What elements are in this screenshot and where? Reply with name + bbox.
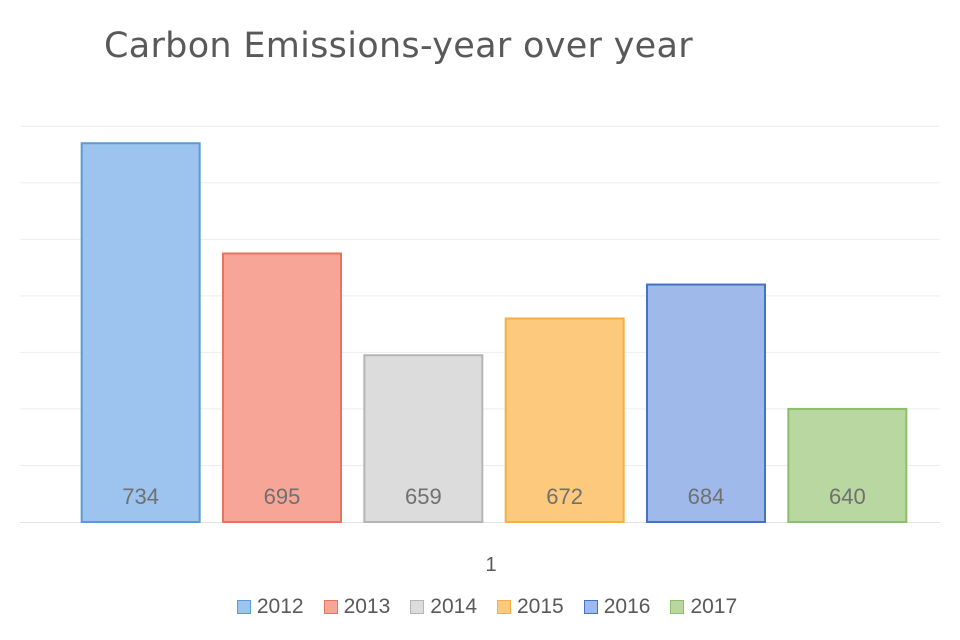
legend-item-2015: 2015 [497,595,564,619]
legend-label: 2012 [256,595,304,618]
legend-swatch [497,600,511,614]
bar-2017 [787,407,908,523]
legend-item-2013: 2013 [323,595,391,619]
x-tick-label: 1 [485,554,496,576]
legend-item-2016: 2016 [583,595,651,619]
legend: 2012 2013 2014 2015 2016 2017 [0,592,960,622]
legend-label: 2017 [690,595,738,618]
legend-item-2012: 2012 [236,595,304,619]
data-label-2013: 695 [264,484,301,509]
legend-item-2014: 2014 [410,595,477,619]
data-label-2014: 659 [405,484,442,509]
legend-label: 2016 [603,595,651,618]
data-label-2016: 684 [688,484,725,509]
legend-swatch [410,600,425,614]
legend-swatch [323,600,338,614]
legend-label: 2014 [430,595,477,618]
legend-item-2017: 2017 [670,595,737,619]
chart-title: Carbon Emissions-year over year [104,26,693,66]
bar-2012 [80,142,201,524]
legend-swatch [670,600,685,614]
data-label-2015: 672 [546,484,583,509]
data-label-2017: 640 [829,484,866,509]
bar-2016 [646,283,766,523]
bar-2013 [222,252,342,523]
legend-label: 2013 [343,595,391,618]
legend-swatch [583,600,598,614]
legend-label: 2015 [517,595,564,618]
data-label-2012: 734 [122,484,159,509]
bar-2014 [363,354,484,523]
legend-swatch [236,600,251,614]
bar-2015 [504,317,625,524]
